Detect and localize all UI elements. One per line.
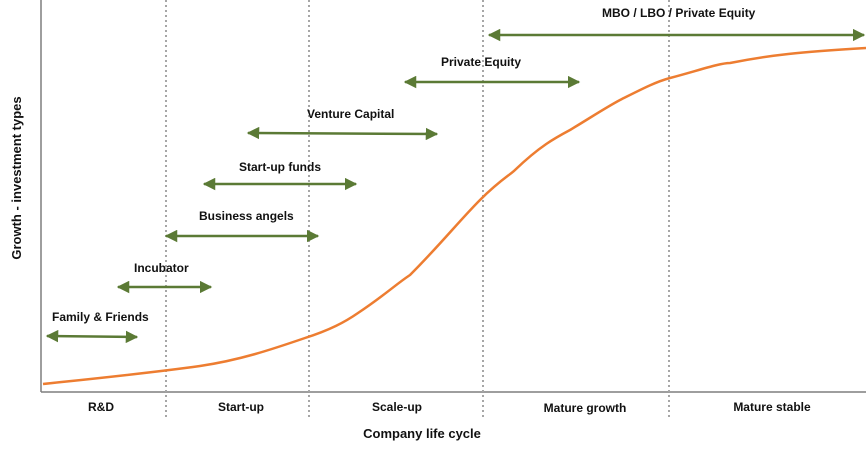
stage-label-start-up: Start-up [218, 400, 264, 414]
label-start-up-funds: Start-up funds [239, 160, 321, 174]
label-venture-capital: Venture Capital [307, 107, 394, 121]
stage-label-scale-up: Scale-up [372, 400, 422, 414]
label-business-angels: Business angels [199, 209, 294, 223]
label-mbo-lbo-pe: MBO / LBO / Private Equity [602, 6, 756, 20]
label-incubator: Incubator [134, 261, 189, 275]
label-family-friends: Family & Friends [52, 310, 149, 324]
growth-curve [42, 46, 866, 386]
stage-label-rnd: R&D [88, 400, 114, 414]
arrow-family-friends [45, 329, 139, 344]
x-axis-title: Company life cycle [363, 426, 481, 441]
arrow-venture-capital [246, 126, 439, 141]
stage-label-mature-stable: Mature stable [733, 400, 811, 414]
y-axis-title: Growth - investment types [9, 96, 24, 259]
stage-label-mature-growth: Mature growth [544, 401, 627, 415]
label-private-equity: Private Equity [441, 55, 521, 69]
